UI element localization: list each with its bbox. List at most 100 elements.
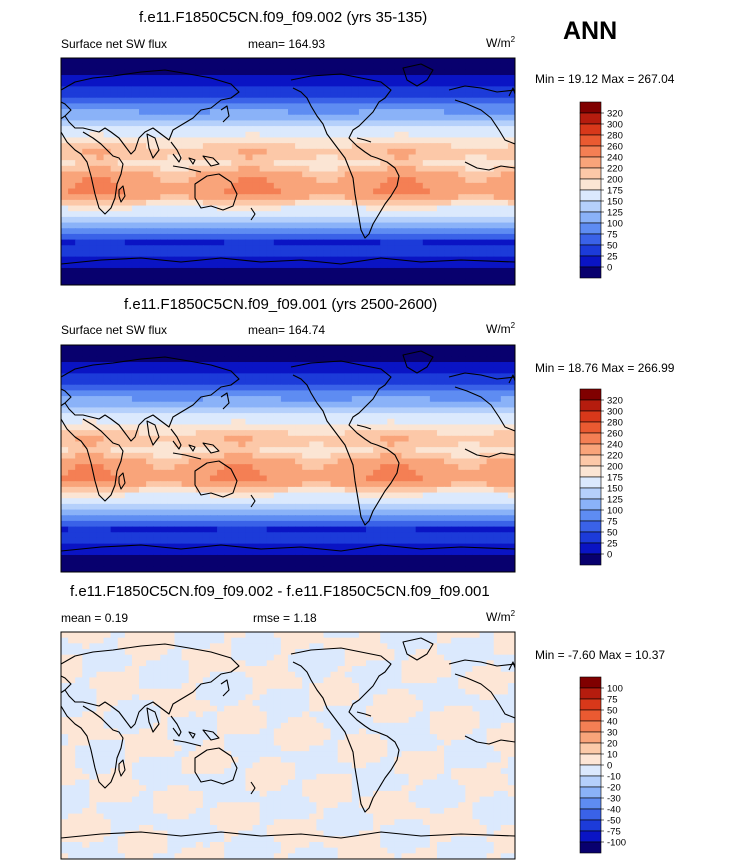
map-cell bbox=[174, 464, 183, 471]
map-cell bbox=[330, 211, 339, 218]
map-cell bbox=[387, 103, 396, 110]
map-cell bbox=[451, 126, 459, 133]
map-cell bbox=[458, 526, 466, 533]
map-cell bbox=[295, 384, 303, 391]
map-cell bbox=[408, 256, 417, 263]
map-cell bbox=[373, 498, 381, 505]
map-cell bbox=[472, 182, 481, 190]
map-cell bbox=[366, 379, 374, 386]
map-cell bbox=[231, 171, 239, 178]
map-cell bbox=[295, 498, 303, 505]
map-cell bbox=[351, 498, 360, 505]
map-cell bbox=[217, 63, 225, 70]
map-cell bbox=[387, 137, 396, 144]
map-cell bbox=[408, 171, 417, 178]
map-cell bbox=[117, 401, 126, 409]
map-cell bbox=[139, 458, 147, 465]
map-cell bbox=[373, 413, 381, 420]
map-cell bbox=[380, 148, 388, 156]
map-cell bbox=[330, 373, 339, 380]
map-cell bbox=[238, 532, 247, 539]
map-cell bbox=[486, 97, 495, 104]
map-cell bbox=[124, 239, 133, 246]
map-cell bbox=[131, 526, 140, 533]
map-cell bbox=[465, 267, 474, 275]
map-cell bbox=[394, 245, 403, 252]
map-cell bbox=[224, 63, 232, 70]
map-cell bbox=[472, 165, 481, 173]
map-cell bbox=[89, 126, 98, 133]
map-cell bbox=[429, 509, 438, 516]
map-cell bbox=[174, 452, 183, 460]
map-cell bbox=[153, 458, 161, 465]
map-cell bbox=[75, 367, 83, 374]
map-cell bbox=[422, 396, 431, 403]
map-cell bbox=[486, 469, 495, 477]
map-cell bbox=[96, 373, 105, 380]
map-cell bbox=[380, 194, 388, 201]
map-cell bbox=[415, 486, 424, 494]
map-cell bbox=[131, 228, 140, 235]
map-cell bbox=[330, 413, 339, 420]
map-cell bbox=[366, 233, 374, 241]
map-cell bbox=[273, 458, 282, 465]
map-cell bbox=[316, 182, 325, 190]
map-cell bbox=[188, 63, 197, 70]
map-cell bbox=[217, 345, 225, 352]
map-cell bbox=[408, 435, 417, 443]
map-cell bbox=[366, 407, 374, 414]
map-cell bbox=[288, 80, 296, 87]
map-cell bbox=[280, 267, 289, 275]
map-cell bbox=[68, 532, 76, 539]
map-cell bbox=[231, 245, 239, 252]
map-cell bbox=[252, 216, 261, 224]
map-cell bbox=[146, 526, 154, 533]
map-cell bbox=[479, 239, 488, 246]
map-cell bbox=[493, 114, 502, 122]
map-cell bbox=[259, 103, 268, 110]
map-cell bbox=[209, 469, 218, 477]
map-cell bbox=[280, 498, 289, 505]
map-cell bbox=[444, 503, 452, 511]
map-cell bbox=[316, 63, 325, 70]
map-cell bbox=[238, 509, 247, 516]
map-cell bbox=[493, 537, 502, 545]
map-cell bbox=[444, 262, 452, 269]
map-cell bbox=[351, 131, 360, 139]
map-cell bbox=[188, 481, 197, 488]
map-cell bbox=[280, 86, 289, 93]
map-cell bbox=[61, 543, 69, 550]
map-cell bbox=[146, 492, 154, 499]
map-cell bbox=[153, 75, 161, 82]
map-cell bbox=[302, 492, 310, 499]
map-cell bbox=[217, 222, 225, 229]
map-cell bbox=[316, 137, 325, 144]
map-cell bbox=[288, 199, 296, 207]
map-cell bbox=[117, 430, 126, 437]
map-cell bbox=[209, 362, 218, 369]
map-cell bbox=[295, 262, 303, 269]
map-cell bbox=[373, 503, 381, 511]
map-cell bbox=[451, 211, 459, 218]
map-cell bbox=[380, 503, 388, 511]
map-cell bbox=[146, 69, 154, 76]
map-cell bbox=[110, 345, 119, 352]
map-cell bbox=[195, 160, 204, 167]
map-cell bbox=[507, 256, 515, 263]
map-cell bbox=[408, 458, 417, 465]
map-cell bbox=[181, 63, 190, 70]
map-cell bbox=[479, 345, 488, 352]
map-cell bbox=[422, 250, 431, 258]
map-cell bbox=[380, 543, 388, 550]
map-cell bbox=[259, 492, 268, 499]
map-cell bbox=[479, 492, 488, 499]
map-cell bbox=[415, 503, 424, 511]
map-cell bbox=[479, 464, 488, 471]
map-cell bbox=[117, 279, 126, 285]
map-cell bbox=[422, 279, 431, 285]
map-cell bbox=[415, 452, 424, 460]
map-cell bbox=[316, 250, 325, 258]
map-cell bbox=[401, 379, 410, 386]
map-cell bbox=[415, 97, 424, 104]
map-cell bbox=[394, 233, 403, 241]
